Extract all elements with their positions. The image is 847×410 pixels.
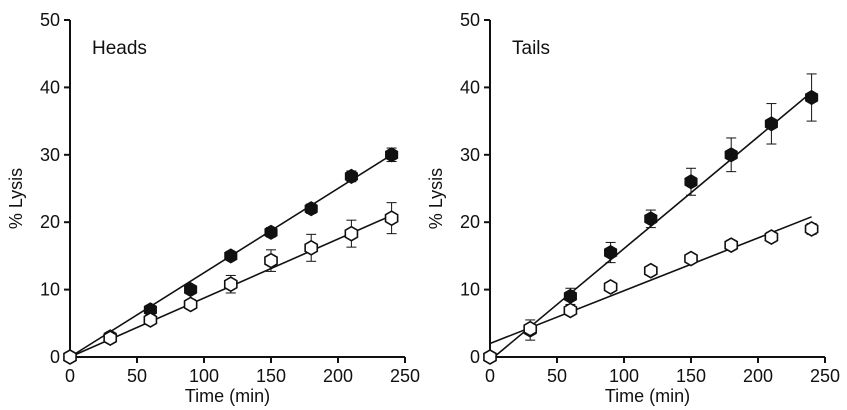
tails-y-tick-label: 0 — [470, 347, 480, 367]
tails-filled-point — [563, 288, 577, 304]
heads-y-tick-label: 0 — [50, 347, 60, 367]
heads-open-point — [344, 225, 359, 242]
tails-y-axis-title: % Lysis — [426, 168, 446, 229]
heads-filled-point — [344, 168, 358, 184]
tails-x-tick-label: 200 — [743, 366, 773, 386]
tails-open-point — [523, 320, 538, 337]
tails-y-tick-label: 10 — [460, 280, 480, 300]
tails-x-tick-label: 100 — [609, 366, 639, 386]
tails-x-tick-label: 50 — [547, 366, 567, 386]
heads-open-point — [103, 330, 118, 347]
heads-open-point — [183, 296, 198, 313]
heads-x-tick-label: 200 — [323, 366, 353, 386]
heads-y-axis-title: % Lysis — [6, 168, 26, 229]
tails-filled-point — [805, 89, 819, 106]
heads-x-tick-label: 50 — [127, 366, 147, 386]
heads-x-tick-label: 100 — [189, 366, 219, 386]
heads-y-tick-label: 20 — [40, 212, 60, 232]
panel-heads: 0 10 20 30 40 50 0 50 100 150 200 250 Time (min) % Ly… — [6, 10, 420, 406]
tails-open-point — [563, 302, 578, 319]
tails-filled-point — [644, 211, 658, 227]
tails-open-point — [764, 229, 779, 245]
tails-panel-title: Tails — [512, 38, 550, 59]
heads-x-axis-title: Time (min) — [185, 386, 270, 406]
heads-panel-title: Heads — [92, 38, 147, 59]
tails-open-point — [643, 262, 658, 279]
heads-y-tick-label: 40 — [40, 77, 60, 97]
tails-y-tick-label: 50 — [460, 10, 480, 30]
tails-y-tick-label: 40 — [460, 77, 480, 97]
heads-x-tick-label: 0 — [65, 366, 75, 386]
tails-fit-line-open — [489, 216, 812, 345]
tails-open-point — [603, 278, 618, 295]
heads-y-tick-label: 50 — [40, 10, 60, 30]
tails-filled-point — [764, 116, 778, 132]
tails-filled-point — [604, 244, 618, 261]
tails-filled-point — [724, 147, 738, 163]
tails-x-tick-label: 0 — [485, 366, 495, 386]
heads-filled-point — [184, 282, 198, 298]
heads-open-point — [384, 210, 399, 227]
panel-tails: 0 10 20 30 40 50 0 50 100 150 200 250 Time (min) % Ly… — [426, 10, 840, 406]
tails-y-tick-label: 30 — [460, 145, 480, 165]
tails-x-tick-label: 150 — [676, 366, 706, 386]
heads-open-point — [223, 276, 238, 293]
tails-open-point — [724, 237, 739, 254]
tails-x-axis-title: Time (min) — [605, 386, 690, 406]
heads-filled-point — [224, 248, 238, 264]
tails-y-tick-label: 20 — [460, 212, 480, 232]
heads-y-tick-label: 10 — [40, 280, 60, 300]
tails-open-point — [804, 221, 819, 237]
heads-x-tick-label: 250 — [390, 366, 420, 386]
heads-filled-point — [264, 224, 278, 240]
tails-open-point — [684, 250, 698, 267]
tails-open-point — [483, 349, 497, 365]
heads-filled-point — [385, 147, 399, 163]
heads-filled-point — [304, 201, 318, 217]
heads-open-point — [304, 239, 319, 256]
tails-filled-point — [684, 174, 698, 190]
heads-x-tick-label: 150 — [256, 366, 286, 386]
heads-open-point — [143, 312, 158, 328]
tails-x-tick-label: 250 — [810, 366, 840, 386]
heads-open-point — [63, 349, 77, 365]
heads-y-tick-label: 30 — [40, 145, 60, 165]
heads-open-point — [264, 252, 278, 269]
